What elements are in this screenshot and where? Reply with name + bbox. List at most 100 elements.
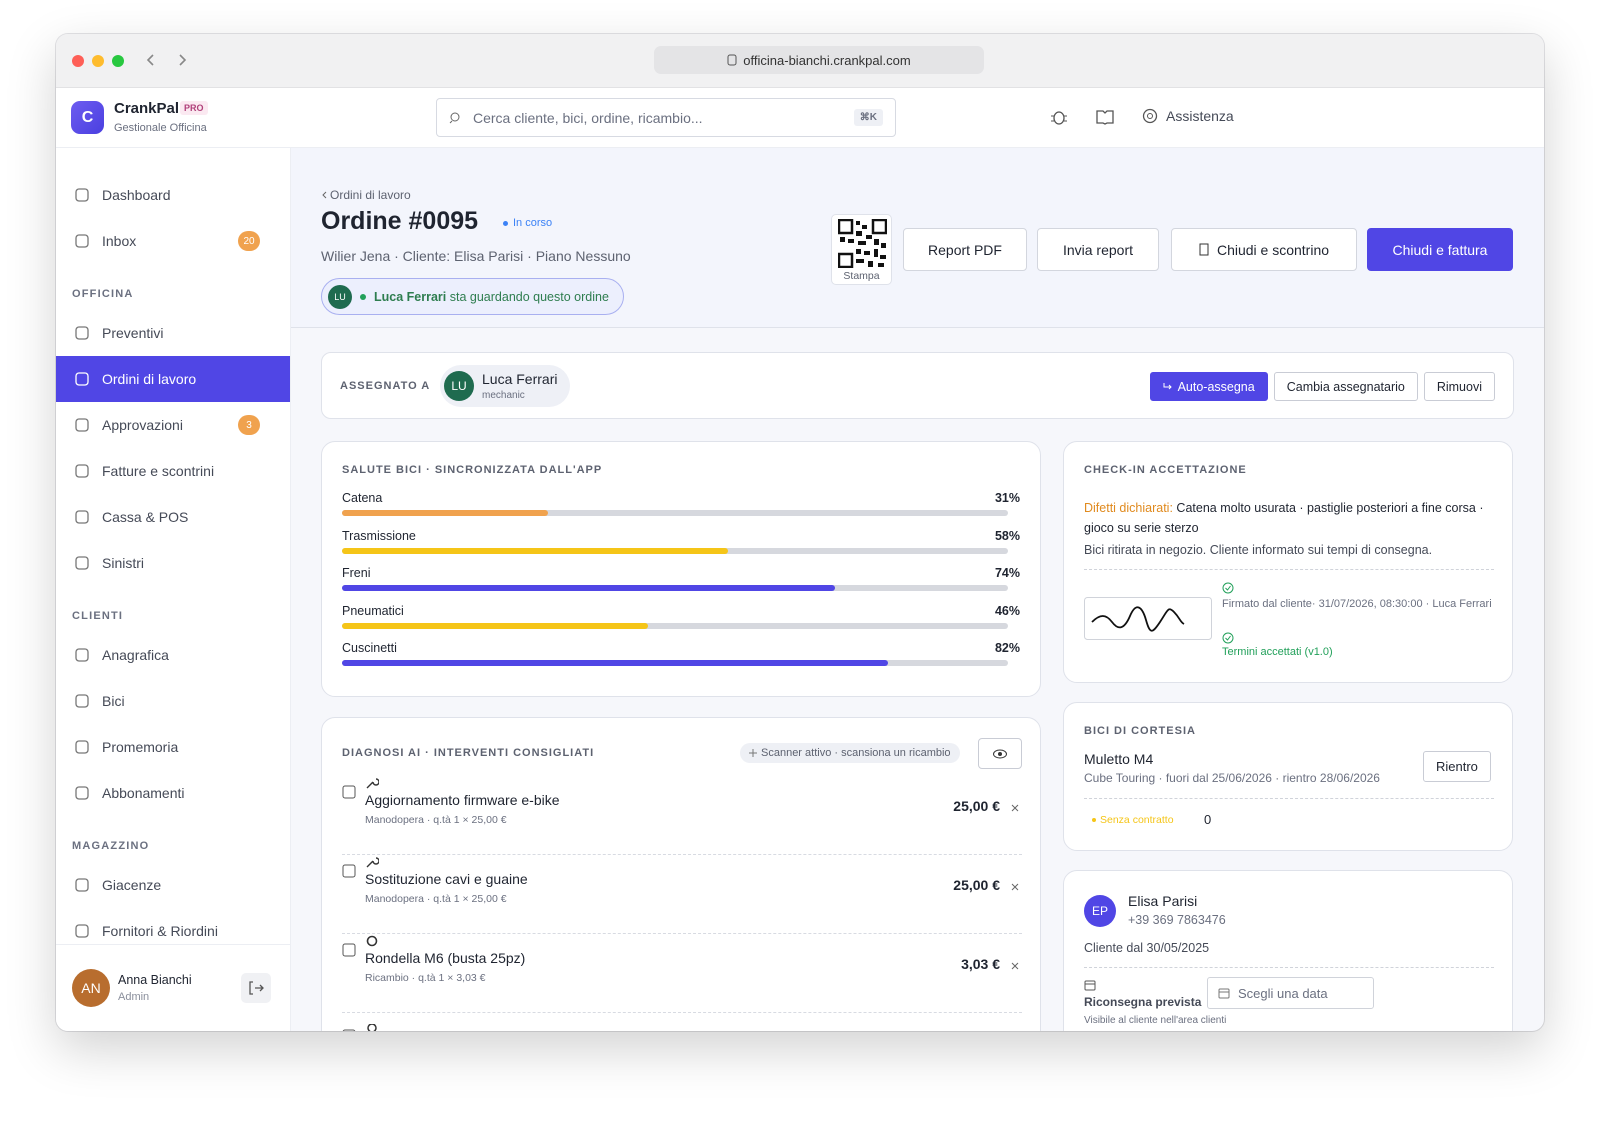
bug-icon[interactable]	[1050, 108, 1068, 126]
return-button[interactable]: Rientro	[1423, 751, 1491, 782]
qr-code	[838, 219, 887, 268]
return-label: Riconsegna prevista	[1084, 995, 1202, 1009]
icon-shape	[75, 878, 89, 892]
health-list: Catena 31% Trasmissione 58% Freni 74% Pneumati…	[342, 491, 1020, 679]
customer-phone: +39 369 7863476	[1128, 913, 1226, 927]
nav-item[interactable]: Bici	[56, 678, 290, 724]
checkin-card: CHECK-IN ACCETTAZIONE Difetti dichiarati…	[1063, 441, 1513, 683]
action-button[interactable]: Chiudi e scontrino	[1171, 228, 1357, 271]
nav-item[interactable]: Promemoria	[56, 724, 290, 770]
nav-section-title: OFFICINA	[72, 288, 134, 300]
customer-avatar: EP	[1084, 895, 1116, 927]
diagnosis-card: DIAGNOSI AI · INTERVENTI CONSIGLIATI Sca…	[321, 717, 1041, 1031]
icon-shape	[75, 694, 89, 708]
item-price: 25,00 €	[953, 798, 1000, 814]
order-title: Ordine #0095	[321, 207, 479, 235]
order-subtitle: Wilier Jena · Cliente: Elisa Parisi · Pi…	[321, 248, 631, 264]
nav-item[interactable]: Approvazioni 3	[56, 402, 290, 448]
logout-button[interactable]	[241, 973, 271, 1003]
health-row: Cuscinetti 82%	[342, 641, 1020, 679]
help-link[interactable]: Assistenza	[1142, 108, 1234, 124]
icon-shape	[75, 326, 89, 340]
address-bar[interactable]: officina-bianchi.crankpal.com	[654, 46, 984, 74]
qr-print[interactable]: Stampa	[831, 214, 892, 285]
viewer-name: Luca Ferrari	[374, 289, 447, 304]
remove-button[interactable]	[1010, 961, 1020, 971]
status: In corso	[503, 217, 552, 229]
item-detail: Manodopera · q.tà 1 × 25,00 €	[365, 893, 507, 905]
remove-button[interactable]	[1010, 803, 1020, 813]
assignment-button[interactable]: Rimuovi	[1423, 372, 1495, 401]
nav-item[interactable]: Fornitori & Riordini	[56, 908, 290, 954]
action-label: Report PDF	[928, 241, 1002, 258]
breadcrumb[interactable]: Ordini di lavoro	[321, 188, 411, 202]
scanner-label: Scanner attivo · scansiona un ricambio	[761, 747, 951, 759]
assignee-chip: LU Luca Ferrari mechanic	[440, 365, 570, 407]
nav-item[interactable]: Giacenze	[56, 862, 290, 908]
customer-note: Visibile al cliente nell'area clienti	[1084, 1015, 1227, 1026]
courtesy-detail: Cube Touring · fuori dal 25/06/2026 · ri…	[1084, 771, 1380, 785]
icon-shape	[1011, 883, 1019, 891]
top-bar: C CrankPal PRO Gestionale Officina Cerca…	[56, 88, 1544, 148]
checkbox[interactable]	[342, 943, 356, 957]
nav-item[interactable]: Anagrafica	[56, 632, 290, 678]
customer-card: EP Elisa Parisi +39 369 7863476 Cliente …	[1063, 870, 1513, 1031]
checkbox-box	[342, 864, 356, 878]
icon-shape	[75, 924, 89, 938]
nav-item[interactable]: Inbox 20	[56, 218, 290, 264]
health-title: SALUTE BICI · SINCRONIZZATA DALL'APP	[342, 464, 603, 476]
action-label: Invia report	[1062, 241, 1134, 258]
nav-item[interactable]: Dashboard	[56, 172, 290, 218]
viewer-pill: LU Luca Ferrari sta guardando questo ord…	[321, 278, 624, 315]
contract-count: 0	[1204, 812, 1212, 827]
nav-icon	[75, 556, 89, 570]
assignment-button[interactable]: Auto-assegna	[1149, 372, 1268, 401]
health-value: 58%	[994, 528, 1020, 543]
docs-icon[interactable]	[1096, 108, 1114, 126]
action-button[interactable]: Chiudi e fattura	[1367, 228, 1513, 271]
checkbox[interactable]	[342, 864, 356, 878]
brand-name: CrankPal	[114, 100, 180, 117]
item-name: Sostituzione cavi e guaine	[365, 871, 528, 887]
nav-item[interactable]: Fatture e scontrini	[56, 448, 290, 494]
health-row: Trasmissione 58%	[342, 529, 1020, 567]
nav-item[interactable]: Preventivi	[56, 310, 290, 356]
url: officina-bianchi.crankpal.com	[743, 52, 911, 68]
diagnosis-item: Rondella M6 (busta 25pz) Ricambio · q.tà …	[342, 934, 1022, 1013]
item-name: Rondella M6 (busta 25pz)	[365, 950, 526, 966]
health-label: Cuscinetti	[342, 641, 397, 655]
visibility-button[interactable]	[978, 738, 1022, 769]
icon-shape	[75, 556, 89, 570]
minimize-dot[interactable]	[92, 55, 104, 67]
date-placeholder: Scegli una data	[1238, 985, 1328, 1001]
close-dot[interactable]	[72, 55, 84, 67]
action-button[interactable]: Report PDF	[903, 228, 1027, 271]
health-row: Catena 31%	[342, 491, 1020, 529]
nav-item[interactable]: Abbonamenti	[56, 770, 290, 816]
checkbox[interactable]	[342, 785, 356, 799]
defects-label: Difetti dichiarati:	[1084, 501, 1173, 515]
nav-item[interactable]: Sinistri	[56, 540, 290, 586]
nav-arrows[interactable]	[144, 52, 188, 68]
health-bar	[342, 622, 649, 629]
nav-label: Sinistri	[102, 555, 145, 571]
user-role: Admin	[118, 991, 150, 1003]
nav-label: Giacenze	[102, 877, 162, 893]
assignee-avatar: LU	[444, 371, 474, 401]
search-box[interactable]: Cerca cliente, bici, ordine, ricambio...…	[436, 98, 896, 137]
action-button[interactable]: Invia report	[1037, 228, 1159, 271]
nav-icon	[75, 786, 89, 800]
zoom-dot[interactable]	[112, 55, 124, 67]
nav-item[interactable]: Cassa & POS	[56, 494, 290, 540]
nav-icon	[75, 510, 89, 524]
browser-window: officina-bianchi.crankpal.com C CrankPal…	[56, 34, 1544, 1031]
date-picker[interactable]: Scegli una data	[1207, 977, 1374, 1009]
assignment-button[interactable]: Cambia assegnatario	[1273, 372, 1418, 401]
health-value: 82%	[994, 641, 1020, 655]
nav-item[interactable]: Ordini di lavoro	[56, 356, 290, 402]
nav-label: Abbonamenti	[102, 785, 185, 801]
health-value: 46%	[994, 603, 1020, 618]
contract-label: Senza contratto	[1100, 814, 1174, 826]
remove-button[interactable]	[1010, 882, 1020, 892]
icon-shape	[75, 188, 89, 202]
